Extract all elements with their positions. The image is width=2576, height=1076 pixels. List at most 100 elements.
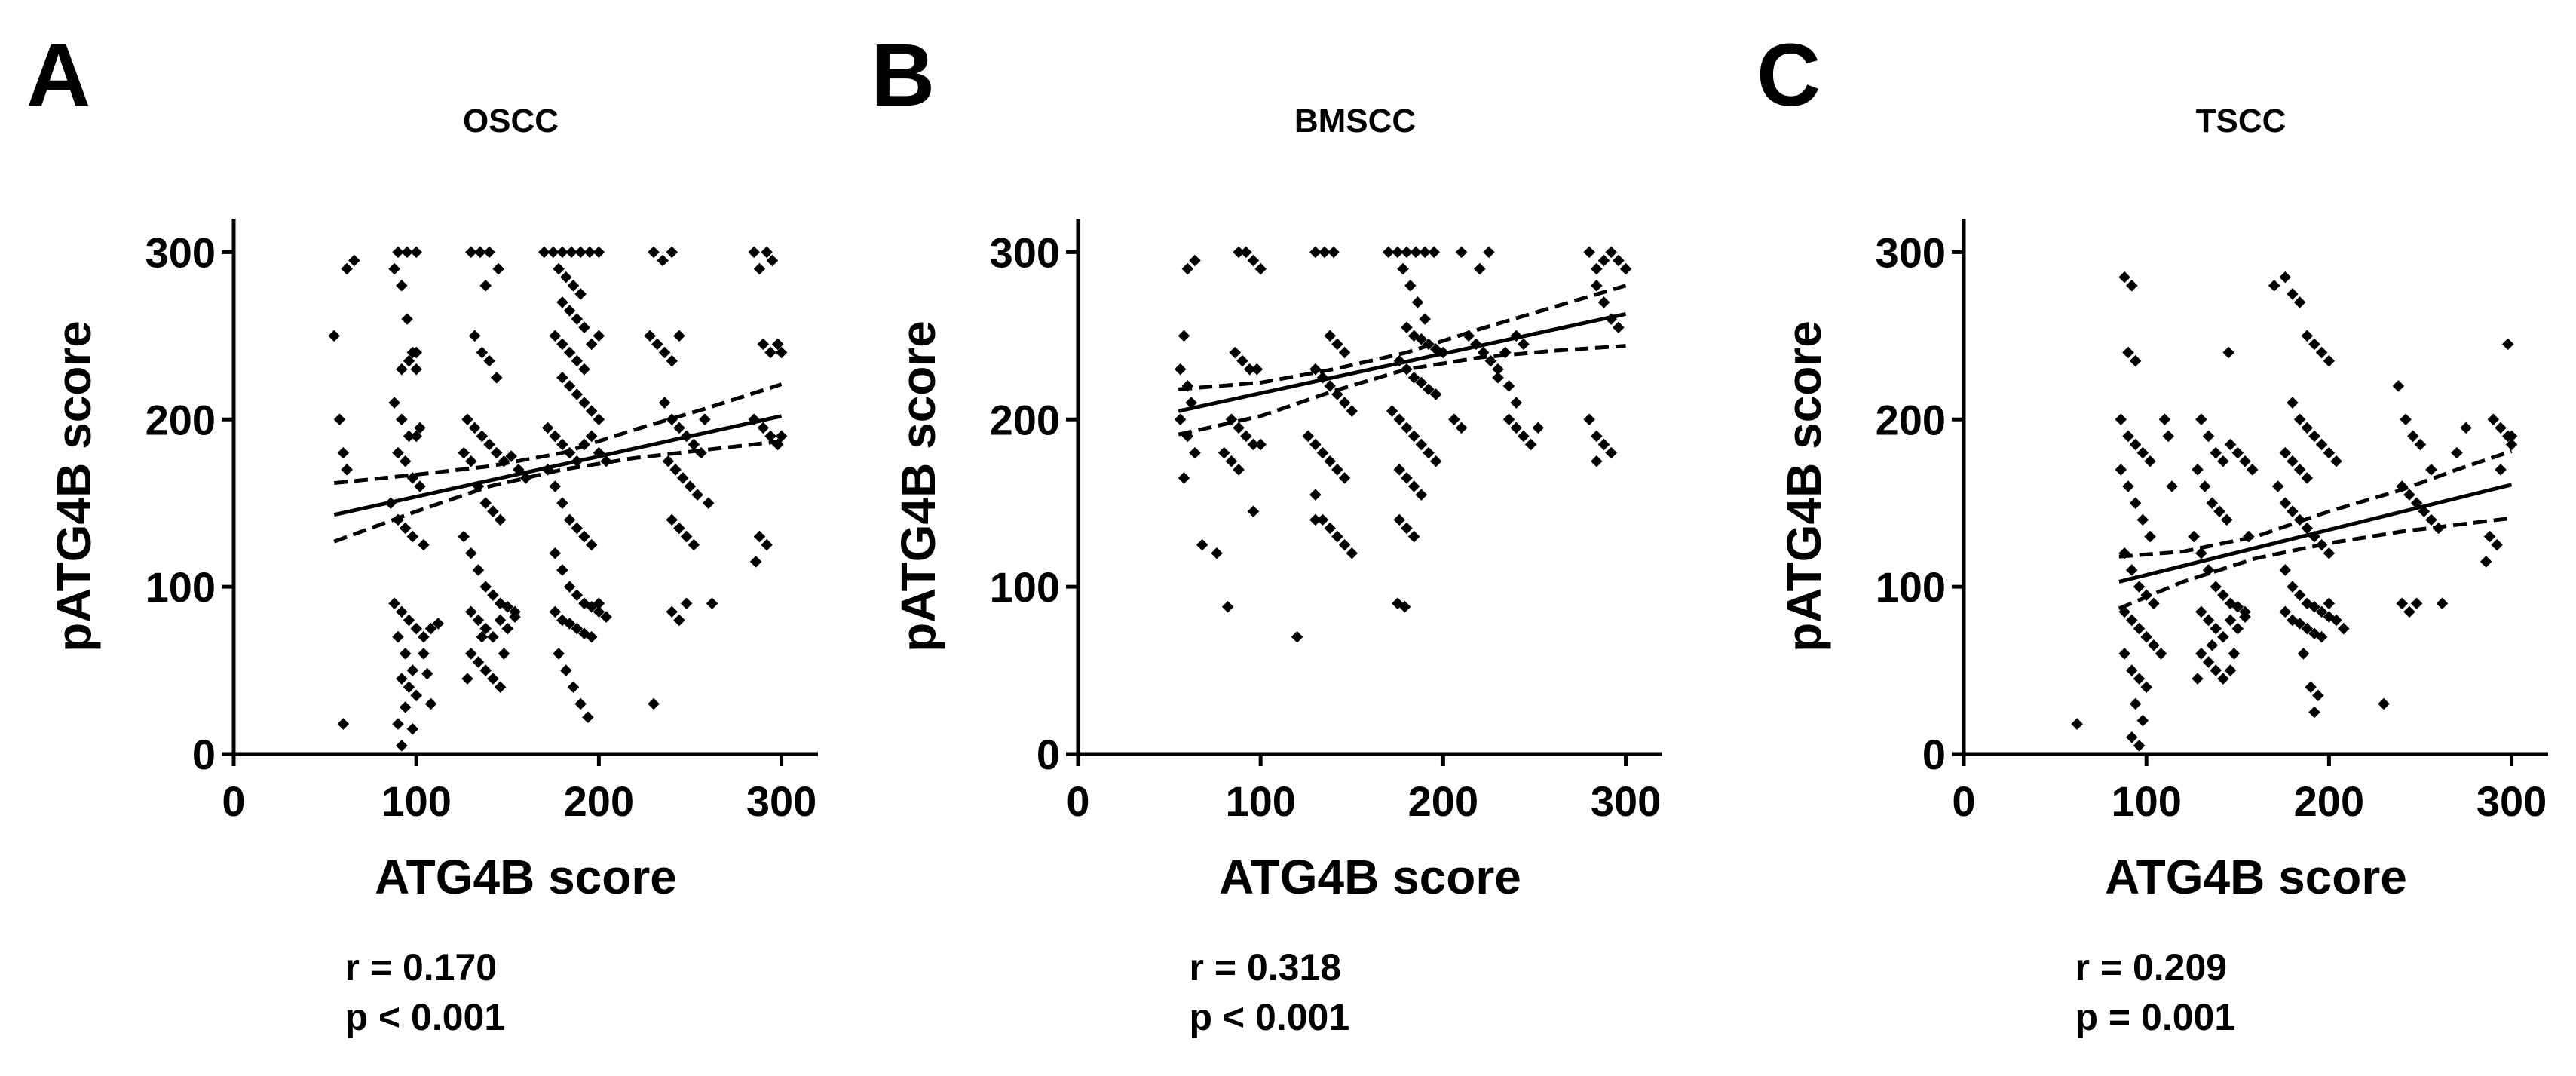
data-point [764,430,776,443]
data-point [2301,422,2314,434]
ci-upper-line [2118,449,2513,559]
data-point [2483,530,2496,543]
data-point [651,338,663,351]
data-point [2301,472,2314,484]
data-point [1398,600,1411,613]
data-point [487,505,499,518]
data-point [1605,246,1617,259]
data-point [1455,246,1468,259]
data-point [1338,472,1351,484]
data-point [2133,673,2146,685]
data-point [2129,697,2142,710]
data-point [2122,346,2134,359]
data-point [2126,731,2138,743]
data-point [1324,522,1336,535]
data-point [396,279,408,292]
data-point [574,288,587,300]
data-point [424,622,437,635]
data-point [1415,333,1428,345]
data-point [2400,413,2412,426]
data-point [337,446,350,459]
panel-title: TSCC [2196,103,2287,139]
data-point [560,271,572,284]
y-tick-label: 300 [1876,228,1946,276]
data-point [1302,430,1314,443]
data-point [2148,639,2160,651]
data-point [1401,472,1413,484]
x-tick-label: 300 [746,777,816,825]
data-point [688,438,700,451]
data-point [490,372,503,384]
data-point [556,564,568,576]
data-point [574,697,587,710]
data-point [1233,464,1245,476]
data-point [1225,455,1238,467]
data-point [2407,430,2419,443]
y-axis-label: pATG4B score [47,320,101,652]
data-point [1583,246,1595,259]
data-point [666,413,678,426]
data-point [1510,422,1523,434]
data-point [684,480,697,492]
data-points [1174,246,1632,643]
data-point [410,430,422,443]
data-point [556,497,568,509]
data-point [1229,346,1242,359]
data-point [662,455,675,467]
data-point [396,363,408,376]
data-point [2414,438,2427,451]
data-point [501,622,514,635]
data-point [1386,405,1398,417]
data-point [753,262,766,275]
data-point [396,413,408,426]
ci-lower-line [2118,516,2512,611]
data-point [2195,413,2207,426]
data-point [2287,288,2299,300]
data-point [410,689,422,702]
data-point [666,246,678,259]
x-tick-label: 200 [564,777,634,825]
data-point [1309,513,1322,526]
data-point [1324,330,1336,342]
data-point [2195,605,2207,618]
data-point [472,614,485,627]
data-point [2144,530,2156,543]
data-point [388,262,400,275]
stat-line: r = 0.170 [345,946,498,989]
data-point [563,581,576,593]
data-point [2287,455,2299,467]
data-point [479,664,492,676]
data-point [578,363,590,376]
data-point [1492,363,1504,376]
data-point [753,530,766,543]
data-point [476,346,489,359]
data-point [2129,497,2142,509]
data-point [2126,279,2138,292]
data-point [2133,581,2146,593]
data-point [476,630,489,643]
data-point [396,740,408,752]
data-point [549,547,562,559]
data-point [421,667,433,680]
data-point [2202,430,2215,443]
data-point [399,455,412,467]
data-point [658,346,671,359]
data-point [2301,330,2314,342]
data-point [2308,706,2320,719]
y-tick-label: 0 [192,731,216,778]
data-point [494,681,507,694]
data-point [571,313,584,325]
data-point [2323,597,2336,610]
data-point [669,464,682,476]
data-point [2279,605,2292,618]
data-point [1346,405,1358,417]
regression-line [1178,312,1627,413]
data-point [1331,464,1343,476]
data-point [399,522,412,535]
data-point [465,648,477,660]
data-point [585,405,598,417]
data-point [1583,413,1595,426]
data-point [465,547,477,559]
data-point [1346,547,1358,559]
data-point [2136,714,2149,727]
